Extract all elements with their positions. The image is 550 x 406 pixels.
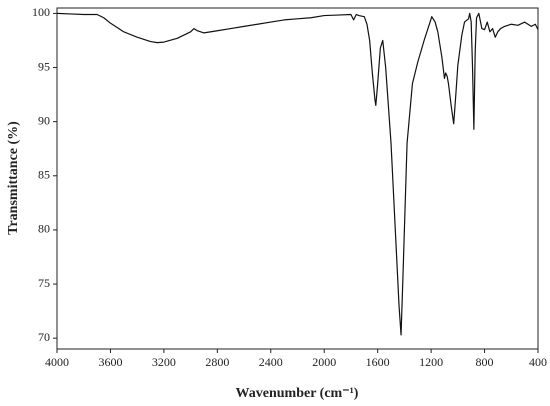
x-tick-label: 2800 [205, 355, 229, 369]
y-axis-label: Transmittance (%) [6, 121, 21, 235]
spectrum-line [56, 12, 539, 336]
y-tick-label: 70 [38, 330, 50, 344]
plot-frame [56, 7, 539, 350]
x-tick-label: 400 [529, 355, 547, 369]
y-tick-label: 80 [38, 222, 50, 236]
x-axis-label: Wavenumber (cm⁻¹) [236, 386, 359, 401]
y-tick-label: 90 [38, 113, 50, 127]
x-tick-label: 3200 [152, 355, 176, 369]
x-tick-label: 800 [476, 355, 494, 369]
x-tick-label: 3600 [98, 355, 122, 369]
y-tick-label: 100 [32, 5, 50, 19]
y-tick-label: 85 [38, 168, 50, 182]
y-tick-label: 75 [38, 276, 50, 290]
x-tick-label: 4000 [45, 355, 69, 369]
x-tick-label: 1200 [419, 355, 443, 369]
x-tick-label: 1600 [366, 355, 390, 369]
x-tick-label: 2000 [312, 355, 336, 369]
x-tick-label: 2400 [259, 355, 283, 369]
y-tick-label: 95 [38, 59, 50, 73]
